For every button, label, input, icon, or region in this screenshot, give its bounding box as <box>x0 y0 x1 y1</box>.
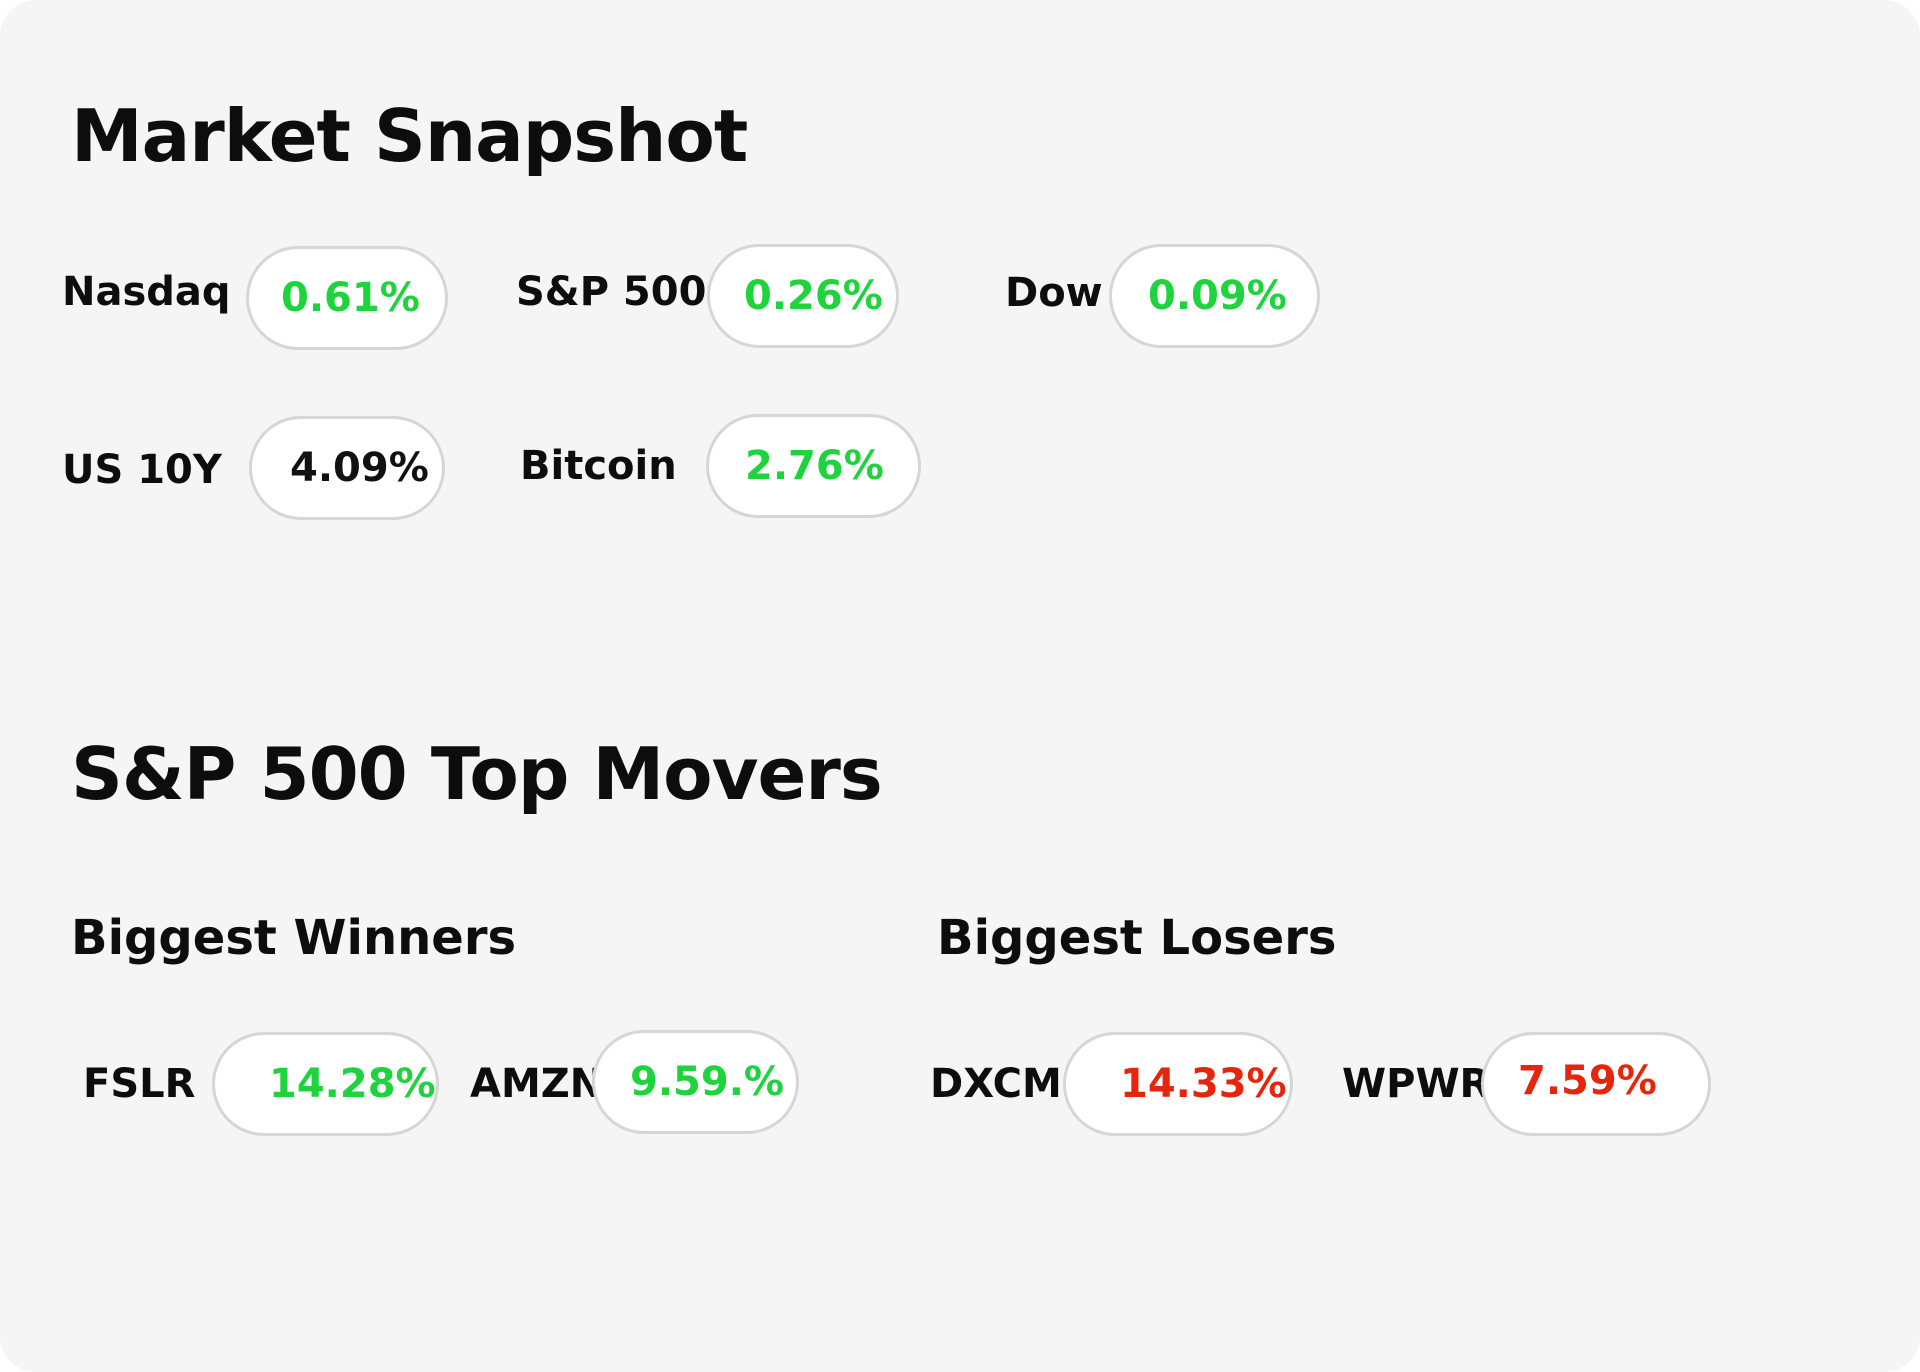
index-change-dow[interactable]: 0.09% <box>1109 244 1320 348</box>
index-label-bitcoin: Bitcoin <box>520 443 677 489</box>
loser-ticker-wpwr: WPWR <box>1342 1061 1491 1107</box>
winner-change-fslr[interactable]: 14.28% <box>212 1032 439 1136</box>
index-change-us10y[interactable]: 4.09% <box>249 416 445 520</box>
winner-ticker-fslr: FSLR <box>83 1061 196 1107</box>
index-label-nasdaq: Nasdaq <box>62 269 231 315</box>
biggest-winners-title: Biggest Winners <box>71 910 517 966</box>
loser-change-wpwr[interactable]: 7.59% <box>1481 1032 1711 1136</box>
loser-change-dxcm[interactable]: 14.33% <box>1063 1032 1293 1136</box>
loser-ticker-dxcm: DXCM <box>930 1061 1062 1107</box>
winner-change-amzn[interactable]: 9.59.% <box>592 1030 799 1134</box>
index-change-bitcoin[interactable]: 2.76% <box>706 414 921 518</box>
index-label-us10y: US 10Y <box>62 447 222 493</box>
market-snapshot-title: Market Snapshot <box>71 94 748 178</box>
index-change-sp500[interactable]: 0.26% <box>707 244 899 348</box>
top-movers-title: S&P 500 Top Movers <box>71 732 883 816</box>
index-label-sp500: S&P 500 <box>516 269 707 315</box>
biggest-losers-title: Biggest Losers <box>937 910 1337 966</box>
winner-ticker-amzn: AMZN <box>470 1061 604 1107</box>
index-change-nasdaq[interactable]: 0.61% <box>246 246 448 350</box>
index-label-dow: Dow <box>1005 270 1103 316</box>
